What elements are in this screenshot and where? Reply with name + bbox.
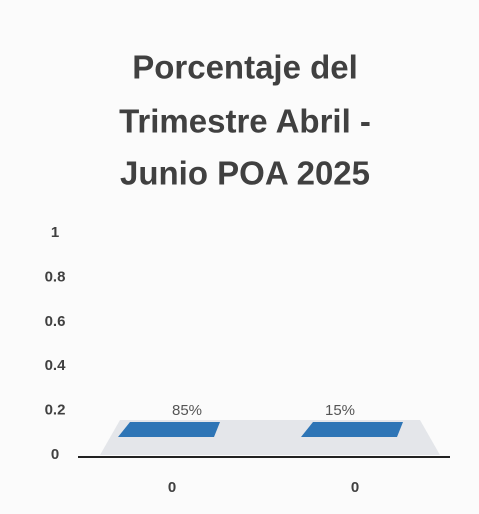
annotation: 15% <box>325 402 355 419</box>
y-tick-label: 1 <box>51 224 59 241</box>
x-tick-label: 0 <box>168 479 176 496</box>
x-tick-label: 0 <box>351 479 359 496</box>
chart-title-line: Porcentaje del <box>132 49 358 86</box>
y-tick-label: 0 <box>51 446 59 463</box>
y-tick-label: 0.6 <box>45 313 66 330</box>
y-tick-label: 0.2 <box>45 402 66 419</box>
y-tick-label: 0.8 <box>45 268 66 285</box>
annotation: 85% <box>172 402 202 419</box>
bar-top <box>118 422 220 437</box>
chart-title-line: Trimestre Abril - <box>119 103 371 140</box>
chart-title-line: Junio POA 2025 <box>120 155 370 192</box>
y-tick-label: 0.4 <box>45 357 67 374</box>
bar-top <box>301 422 403 437</box>
